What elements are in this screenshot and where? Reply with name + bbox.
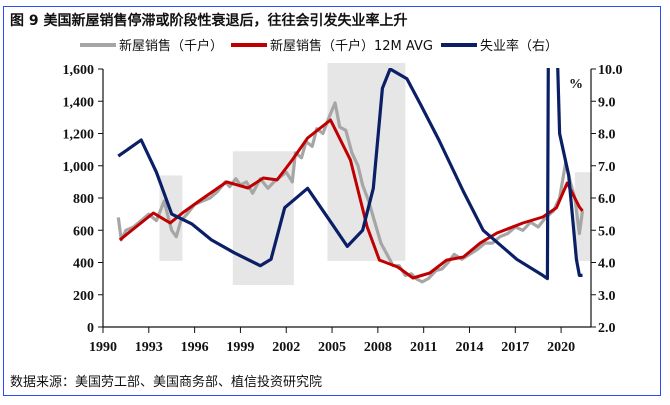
x-tick-label: 2008 bbox=[364, 340, 392, 355]
y-left-tick-label: 0 bbox=[87, 321, 94, 336]
legend-label-unemployment: 失业率（右） bbox=[479, 39, 558, 54]
y-right-tick-label: 7.0 bbox=[598, 160, 616, 175]
source-note: 数据来源：美国劳工部、美国商务部、植信投资研究院 bbox=[10, 375, 323, 390]
legend-item-unemployment: 失业率（右） bbox=[440, 35, 558, 54]
y-right-tick-label: 2.0 bbox=[598, 321, 616, 336]
legend-item-sales-avg: 新屋销售（千户）12M AVG bbox=[231, 35, 433, 54]
x-tick-label: 1999 bbox=[226, 340, 254, 355]
x-tick-label: 1996 bbox=[181, 340, 209, 355]
x-tick-label: 2005 bbox=[318, 340, 346, 355]
y-right-tick-label: 10.0 bbox=[598, 63, 623, 78]
x-tick-label: 1993 bbox=[135, 340, 163, 355]
x-tick-label: 2020 bbox=[547, 340, 575, 355]
y-right-tick-label: 4.0 bbox=[598, 257, 616, 272]
series-new-home-sales-12m-avg bbox=[118, 118, 584, 280]
y-right-tick-label: 5.0 bbox=[598, 224, 616, 239]
legend-label-sales: 新屋销售（千户） bbox=[119, 39, 224, 54]
y-left-tick-label: 200 bbox=[73, 289, 94, 304]
legend-label-sales-avg: 新屋销售（千户）12M AVG bbox=[270, 39, 433, 54]
y-right-tick-label: 3.0 bbox=[598, 289, 616, 304]
series-unemployment-rate bbox=[117, 68, 583, 281]
figure-frame bbox=[3, 6, 661, 396]
y-left-tick-label: 1,400 bbox=[63, 95, 95, 110]
legend-swatch-sales-avg bbox=[231, 42, 268, 47]
legend-item-sales: 新屋销售（千户） bbox=[80, 35, 223, 54]
legend-swatch-sales bbox=[80, 42, 116, 47]
x-tick-label: 2014 bbox=[455, 340, 483, 355]
y-left-tick-label: 800 bbox=[73, 192, 94, 207]
y-left-tick-label: 1,200 bbox=[63, 128, 95, 143]
x-tick-label: 2017 bbox=[501, 340, 529, 355]
legend-swatch-unemployment bbox=[440, 42, 477, 47]
y-left-tick-label: 1,000 bbox=[63, 160, 95, 175]
y-left-tick-label: 1,600 bbox=[63, 63, 95, 78]
legend: 新屋销售（千户） 新屋销售（千户）12M AVG 失业率（右） bbox=[80, 35, 566, 54]
y-right-tick-label: 8.0 bbox=[598, 128, 616, 143]
shaded-period bbox=[327, 63, 406, 261]
x-tick-label: 2011 bbox=[410, 340, 437, 355]
x-tick-label: 1990 bbox=[89, 340, 117, 355]
y-right-unit-label: % bbox=[569, 77, 583, 92]
x-tick-label: 2002 bbox=[272, 340, 300, 355]
chart-title: 图 9 美国新屋销售停滞或阶段性衰退后，往往会引发失业率上升 bbox=[10, 13, 408, 29]
y-left-tick-label: 400 bbox=[73, 257, 94, 272]
y-right-tick-label: 9.0 bbox=[598, 95, 616, 110]
y-left-tick-label: 600 bbox=[73, 224, 94, 239]
y-right-tick-label: 6.0 bbox=[598, 192, 616, 207]
